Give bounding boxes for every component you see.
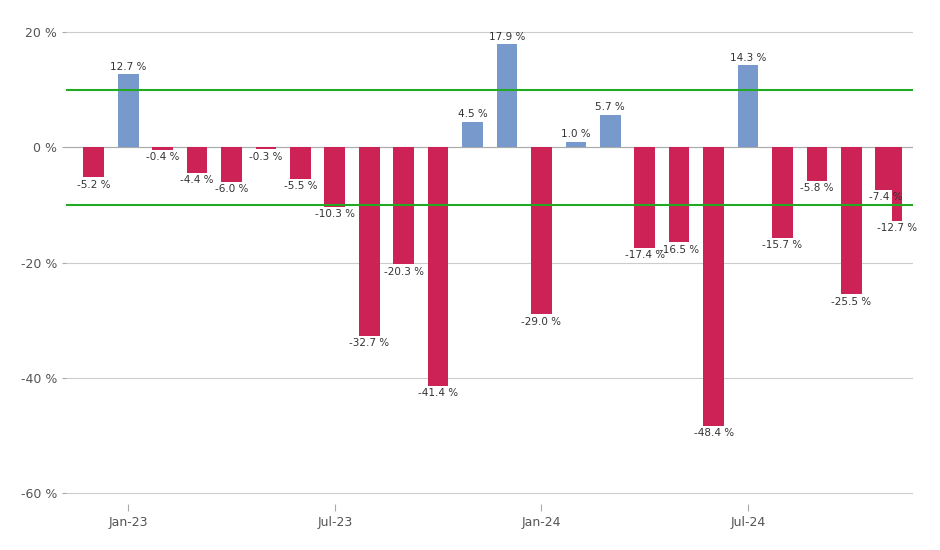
Text: -17.4 %: -17.4 % [625,250,665,260]
Text: -25.5 %: -25.5 % [831,296,871,306]
Bar [772,147,792,238]
Bar [566,142,587,147]
Text: 12.7 %: 12.7 % [110,62,147,72]
Text: 17.9 %: 17.9 % [489,32,525,42]
Bar [703,147,724,426]
Text: -12.7 %: -12.7 % [877,223,916,233]
Bar [221,147,242,182]
Text: -0.4 %: -0.4 % [146,152,180,162]
Bar [290,147,311,179]
Text: -48.4 %: -48.4 % [694,428,733,438]
Bar [841,147,862,294]
Bar [256,147,276,149]
Bar [669,147,690,243]
Text: -16.5 %: -16.5 % [659,245,699,255]
Bar [187,147,208,173]
Bar [393,147,414,265]
Bar [324,147,345,207]
Text: -7.4 %: -7.4 % [869,192,902,202]
Bar [738,65,759,147]
Bar [875,147,896,190]
Text: -0.3 %: -0.3 % [249,151,283,162]
Bar [84,147,104,178]
Text: -4.4 %: -4.4 % [180,175,213,185]
Text: -5.8 %: -5.8 % [800,183,834,193]
Text: -20.3 %: -20.3 % [384,267,424,277]
Bar [531,147,552,315]
Bar [118,74,138,147]
Bar [634,147,655,248]
Text: -41.4 %: -41.4 % [418,388,458,398]
Text: 4.5 %: 4.5 % [458,109,488,119]
Bar [152,147,173,150]
Text: -15.7 %: -15.7 % [762,240,803,250]
Text: 14.3 %: 14.3 % [729,53,766,63]
Text: -32.7 %: -32.7 % [349,338,389,348]
Bar [807,147,827,181]
Bar [892,147,901,221]
Text: -6.0 %: -6.0 % [215,184,248,194]
Text: 5.7 %: 5.7 % [595,102,625,112]
Text: -10.3 %: -10.3 % [315,209,354,219]
Bar [462,122,483,147]
Bar [600,114,620,147]
Text: -5.2 %: -5.2 % [77,180,111,190]
Text: 1.0 %: 1.0 % [561,129,590,139]
Text: -29.0 %: -29.0 % [522,317,561,327]
Text: -5.5 %: -5.5 % [284,182,317,191]
Bar [359,147,380,336]
Bar [428,147,448,386]
Bar [496,45,517,147]
